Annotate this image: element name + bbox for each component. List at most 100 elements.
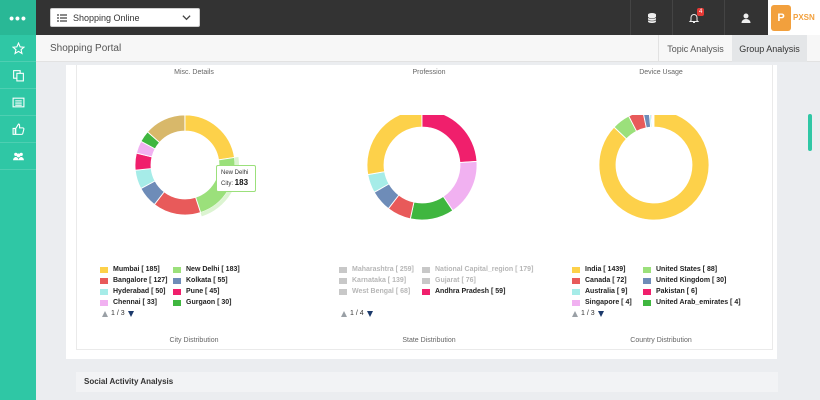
legend-item[interactable]: Gujarat [ 76] <box>422 277 476 284</box>
chevron-down-icon <box>182 15 191 21</box>
rail-item-favorites[interactable] <box>0 35 36 62</box>
legend-item[interactable]: Maharashtra [ 259] <box>339 266 414 273</box>
donut-slice-mumbai[interactable] <box>184 115 235 161</box>
legend-label: Bangalore [ 127] <box>113 277 168 284</box>
bell-icon <box>688 13 699 23</box>
portal-selector-value: Shopping Online <box>73 12 140 23</box>
page-down-icon[interactable] <box>127 310 134 317</box>
legend-item[interactable]: United Arab_emirates [ 4] <box>643 299 741 306</box>
legend-item[interactable]: West Bengal [ 68] <box>339 288 410 295</box>
star-icon <box>11 41 25 55</box>
more-icon[interactable]: ••• <box>0 0 36 35</box>
portal-selector[interactable]: Shopping Online <box>50 8 200 27</box>
copy-icon <box>12 69 24 81</box>
tooltip-value: 183 <box>234 178 249 187</box>
legend-label: Australia [ 9] <box>585 288 628 295</box>
page-scrollbar[interactable] <box>808 114 812 151</box>
legend-item[interactable]: Chennai [ 33] <box>100 299 157 306</box>
legend-swatch <box>339 288 347 295</box>
donut-slice-national-capital-region[interactable] <box>442 161 478 212</box>
database-button[interactable] <box>630 0 672 35</box>
page-up-icon[interactable] <box>341 310 347 317</box>
legend-label: Maharashtra [ 259] <box>352 266 414 273</box>
donut-slice-other[interactable] <box>147 115 186 143</box>
page-up-icon[interactable] <box>102 310 108 317</box>
legend-label: New Delhi [ 183] <box>186 266 240 273</box>
legend-item[interactable]: Andhra Pradesh [ 59] <box>422 288 505 295</box>
misc-details-title: Misc. Details <box>174 69 214 76</box>
page-down-icon[interactable] <box>597 310 604 317</box>
page-header: Shopping Portal Topic Analysis Group Ana… <box>36 35 820 62</box>
legend-label: Gujarat [ 76] <box>435 277 476 284</box>
legend-label: Pune [ 45] <box>186 288 220 295</box>
legend-label: West Bengal [ 68] <box>352 288 411 295</box>
legend-item[interactable]: Hyderabad [ 50] <box>100 288 166 295</box>
legend-item[interactable]: Mumbai [ 185] <box>100 266 160 273</box>
notifications-button[interactable]: 4 <box>672 0 714 35</box>
legend-label: Mumbai [ 185] <box>113 266 160 273</box>
state-pager-text: 1 / 4 <box>350 310 364 317</box>
legend-swatch <box>422 288 430 295</box>
user-icon <box>741 13 750 23</box>
city-pager-text: 1 / 3 <box>111 310 125 317</box>
rail-item-copy[interactable] <box>0 62 36 89</box>
page-title: Shopping Portal <box>50 43 122 54</box>
state-donut-chart[interactable] <box>367 115 487 235</box>
donut-slice-india[interactable] <box>599 115 710 221</box>
rail-item-likes[interactable] <box>0 116 36 143</box>
legend-item[interactable]: United States [ 88] <box>643 266 717 273</box>
charts-container: Misc. Details Profession Device Usage Ne… <box>76 65 773 350</box>
city-donut-chart[interactable] <box>135 115 245 235</box>
legend-swatch <box>422 266 430 273</box>
legend-item[interactable]: Karnataka [ 139] <box>339 277 406 284</box>
legend-label: Hyderabad [ 50] <box>113 288 166 295</box>
legend-item[interactable]: Gurgaon [ 30] <box>173 299 232 306</box>
legend-label: India [ 1439] <box>585 266 626 273</box>
legend-item[interactable]: Canada [ 72] <box>572 277 627 284</box>
state-legend-pager: 1 / 4 <box>341 310 373 317</box>
page-up-icon[interactable] <box>572 310 578 317</box>
social-activity-section-title: Social Activity Analysis <box>76 372 778 392</box>
user-button[interactable] <box>724 0 766 35</box>
tab-topic-analysis[interactable]: Topic Analysis <box>658 35 732 62</box>
legend-item[interactable]: Singapore [ 4] <box>572 299 632 306</box>
top-bar: Shopping Online 4 P PXSN <box>36 0 820 35</box>
donut-slice-other[interactable] <box>367 115 423 176</box>
legend-item[interactable]: Pakistan [ 6] <box>643 288 697 295</box>
legend-swatch <box>643 299 651 306</box>
legend-item[interactable]: New Delhi [ 183] <box>173 266 240 273</box>
legend-item[interactable]: Kolkata [ 55] <box>173 277 228 284</box>
page-down-icon[interactable] <box>366 310 373 317</box>
legend-item[interactable]: Bangalore [ 127] <box>100 277 167 284</box>
legend-item[interactable]: Pune [ 45] <box>173 288 219 295</box>
device-usage-title: Device Usage <box>639 69 683 76</box>
legend-label: National Capital_region [ 179] <box>435 266 534 273</box>
legend-item[interactable]: United Kingdom [ 30] <box>643 277 726 284</box>
legend-label: United Kingdom [ 30] <box>656 277 727 284</box>
legend-item[interactable]: Australia [ 9] <box>572 288 627 295</box>
legend-item[interactable]: National Capital_region [ 179] <box>422 266 533 273</box>
legend-swatch <box>173 266 181 273</box>
tooltip-label: City: <box>221 181 233 187</box>
notification-badge: 4 <box>697 8 705 16</box>
donut-slice-united-arab-emirates[interactable] <box>652 115 655 128</box>
legend-swatch <box>643 288 651 295</box>
legend-label: Kolkata [ 55] <box>186 277 228 284</box>
legend-swatch <box>572 266 580 273</box>
legend-label: Andhra Pradesh [ 59] <box>435 288 506 295</box>
legend-label: Canada [ 72] <box>585 277 627 284</box>
legend-label: Gurgaon [ 30] <box>186 299 232 306</box>
menu-icon <box>57 13 67 22</box>
rail-item-groups[interactable] <box>0 143 36 170</box>
rail-item-list[interactable] <box>0 89 36 116</box>
tab-group-analysis[interactable]: Group Analysis <box>732 35 807 62</box>
list-icon <box>12 97 24 107</box>
legend-item[interactable]: India [ 1439] <box>572 266 625 273</box>
donut-slice-maharashtra[interactable] <box>421 115 478 163</box>
analysis-panel: Misc. Details Profession Device Usage Ne… <box>66 65 777 359</box>
logo-text: PXSN <box>793 13 815 22</box>
legend-swatch <box>572 288 580 295</box>
city-distribution-label: City Distribution <box>169 337 219 344</box>
chart-tooltip: New Delhi City: 183 <box>216 165 256 192</box>
country-donut-chart[interactable] <box>599 115 719 235</box>
